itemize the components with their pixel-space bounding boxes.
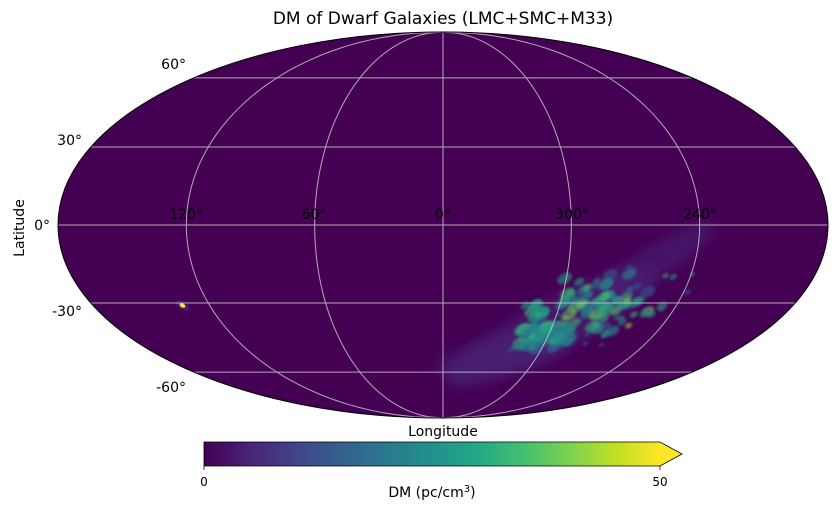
- emission-clump: [647, 310, 656, 318]
- emission-clump: [584, 331, 592, 337]
- emission-clump: [602, 313, 609, 319]
- emission-clump: [583, 290, 594, 298]
- longitude-gridline: [185, 32, 444, 418]
- emission-clump: [601, 303, 616, 315]
- emission-clump: [629, 311, 638, 318]
- lat-tick-label: -30°: [52, 304, 82, 320]
- colorbar: 0 50 DM (pc/cm3): [200, 441, 683, 502]
- emission-clump: [614, 308, 622, 315]
- emission-clump: [574, 277, 585, 286]
- lon-tick-label: 0°: [435, 207, 451, 223]
- emission-clump: [554, 333, 569, 345]
- emission-clump: [594, 298, 602, 304]
- emission-clump: [529, 313, 537, 319]
- longitude-gridline: [442, 32, 701, 418]
- lon-tick-label: 60°: [302, 207, 327, 223]
- colorbar-gradient: [204, 442, 660, 466]
- emission-clump: [533, 334, 545, 343]
- emission-clump: [561, 321, 573, 330]
- y-axis-label: Latitude: [12, 199, 28, 257]
- emission-clump: [602, 279, 613, 289]
- map-outline: [57, 31, 829, 419]
- emission-clump: [683, 289, 691, 295]
- emission-clump: [528, 333, 537, 340]
- emission-clump: [605, 325, 620, 337]
- emission-clump: [514, 339, 529, 351]
- emission-clump: [614, 315, 621, 321]
- colorbar-extend-arrow: [660, 442, 682, 466]
- sky-map: [58, 32, 828, 418]
- emission-clump: [602, 268, 618, 281]
- emission-clump: [557, 272, 573, 285]
- lat-tick-label: 30°: [57, 133, 82, 149]
- emission-clump: [520, 301, 531, 310]
- emission-clump: [546, 343, 559, 354]
- emission-clump: [633, 283, 642, 290]
- emission-clump: [582, 283, 593, 292]
- emission-clump: [576, 299, 588, 309]
- emission-clump: [662, 273, 669, 279]
- emission-clump: [563, 309, 573, 317]
- emission-clump: [640, 285, 656, 298]
- colorbar-max-label: 50: [652, 475, 667, 489]
- emission-clump: [591, 282, 600, 289]
- chart-title: DM of Dwarf Galaxies (LMC+SMC+M33): [273, 9, 613, 29]
- emission-clump: [556, 312, 562, 317]
- emission-clump: [593, 307, 602, 315]
- lon-tick-label: 240°: [683, 207, 717, 223]
- emission-clump: [599, 343, 604, 347]
- lat-tick-label: 0°: [34, 218, 50, 234]
- diffuse-halo: [579, 222, 716, 312]
- emission-clump: [554, 299, 569, 310]
- lon-tick-label: 120°: [169, 207, 203, 223]
- emission-clump: [656, 301, 668, 311]
- emission-clump: [625, 322, 633, 329]
- longitude-gridline: [442, 32, 572, 418]
- emission-clump: [582, 341, 589, 346]
- emission-clump: [590, 323, 604, 335]
- emission-clump: [593, 278, 601, 284]
- emission-clump: [603, 292, 608, 297]
- m33-core: [179, 303, 186, 308]
- graticule: [58, 32, 828, 418]
- emission-clump: [622, 288, 634, 298]
- emission-clump: [608, 294, 615, 299]
- emission-clump: [528, 344, 535, 350]
- emission-clump: [617, 318, 627, 326]
- x-axis-label: Longitude: [408, 424, 478, 440]
- emission-clump: [622, 268, 637, 280]
- lat-tick-label: 60°: [161, 57, 186, 73]
- emission-clump: [569, 317, 581, 327]
- emission-clump: [530, 299, 542, 309]
- emission-clump: [669, 274, 677, 280]
- colorbar-min-label: 0: [200, 475, 208, 489]
- lat-tick-label: -60°: [156, 380, 186, 396]
- emission-clump: [520, 326, 532, 336]
- colorbar-label: DM (pc/cm3): [388, 484, 475, 502]
- lon-tick-label: 300°: [555, 207, 589, 223]
- emission-clump: [625, 264, 632, 270]
- emission-clump: [536, 323, 553, 337]
- emission-layer: [176, 222, 716, 389]
- colorbar-outline: [203, 441, 683, 467]
- longitude-gridline: [314, 32, 444, 418]
- emission-clump: [535, 306, 550, 319]
- emission-clump: [564, 315, 570, 319]
